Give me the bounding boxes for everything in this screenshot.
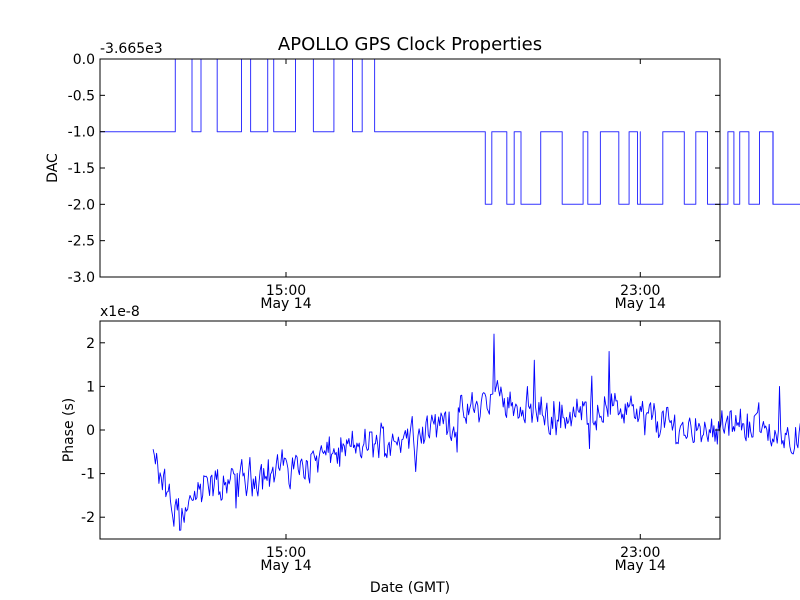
phase-y-axis-label: Phase (s): [61, 398, 77, 462]
phase-x-tick-label: 23:00: [620, 545, 660, 561]
phase-y-tick-label: -1: [81, 467, 95, 483]
dac-x-tick-label: 15:00: [266, 283, 306, 299]
dac-x-tick-date: May 14: [260, 296, 311, 312]
dac-y-tick-label: 0.0: [73, 52, 95, 68]
phase-y-tick-label: -2: [81, 510, 95, 526]
dac-series: [100, 58, 800, 205]
phase-y-axis: -2 -1 0 1 2: [81, 336, 720, 526]
dac-y-axis-label: DAC: [45, 153, 61, 183]
phase-offset-label: x1e-8: [100, 304, 140, 320]
dac-x-tick-label: 23:00: [620, 283, 660, 299]
phase-series: [152, 333, 800, 531]
phase-x-axis-label: Date (GMT): [370, 580, 450, 596]
phase-x-tick-date: May 14: [260, 558, 311, 574]
dac-y-tick-label: -0.5: [68, 88, 95, 104]
phase-line: [152, 333, 800, 531]
phase-x-tick-date: May 14: [615, 558, 666, 574]
dac-y-tick-label: -2.0: [68, 197, 95, 213]
dac-y-tick-label: -2.5: [68, 234, 95, 250]
dac-y-tick-label: -1.0: [68, 125, 95, 141]
dac-y-tick-label: -3.0: [68, 270, 95, 286]
phase-x-tick-label: 15:00: [266, 545, 306, 561]
dac-x-tick-date: May 14: [615, 296, 666, 312]
phase-y-tick-label: 2: [86, 336, 95, 352]
phase-y-tick-label: 0: [86, 423, 95, 439]
dac-y-tick-label: -1.5: [68, 161, 95, 177]
chart-title: APOLLO GPS Clock Properties: [278, 34, 542, 55]
phase-y-tick-label: 1: [86, 379, 95, 395]
dac-offset-label: -3.665e3: [100, 41, 163, 57]
dac-line: [100, 58, 800, 205]
dac-y-axis: 0.0 -0.5 -1.0 -1.5 -2.0 -2.5 -3.0: [68, 52, 720, 286]
